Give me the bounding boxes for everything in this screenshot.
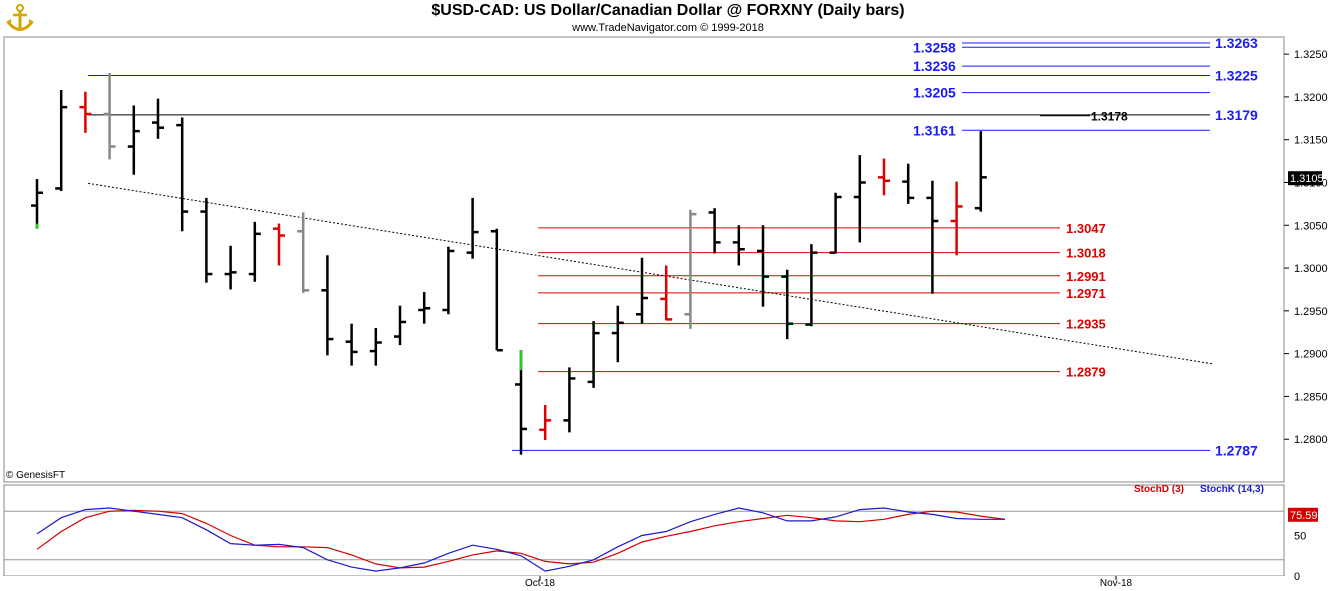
ohlc-bar	[781, 269, 794, 340]
ohlc-bar	[297, 212, 310, 293]
ohlc-bar	[805, 244, 818, 327]
date-axis-strip	[0, 576, 1336, 591]
ohlc-bar	[708, 208, 721, 254]
ohlc-bar	[515, 350, 527, 455]
stochastic-panel: StochD (3) StochK (14,3)	[36, 484, 1264, 572]
ohlc-bar	[878, 158, 890, 196]
support-label: 1.2991	[1066, 269, 1106, 284]
x-tick-label: Oct-18	[525, 578, 555, 589]
inner-level-label: 1.3236	[913, 58, 956, 74]
resistance-label: 1.2787	[1215, 442, 1258, 458]
y-tick-label: 1.2900	[1294, 349, 1328, 361]
ohlc-bar	[636, 257, 648, 324]
last-price-label: 1.3105	[1290, 173, 1324, 185]
ohlc-bar	[611, 305, 624, 363]
chart-frame	[0, 36, 1336, 591]
x-tick-label: Nov-18	[1100, 578, 1133, 589]
inner-level-label: 1.3258	[913, 39, 956, 55]
inner-level-label: 1.3205	[913, 85, 956, 101]
y-tick-label: 1.3000	[1294, 263, 1328, 275]
price-panel-frame	[3, 36, 1285, 483]
ohlc-bar	[321, 255, 334, 356]
ohlc-bar	[563, 367, 576, 433]
ohlc-bar	[273, 223, 285, 266]
ohlc-bar	[224, 245, 237, 290]
y-tick-label: 1.2800	[1294, 434, 1328, 446]
support-label: 1.2935	[1066, 317, 1106, 332]
ohlc-bar	[200, 197, 213, 283]
trendline	[88, 182, 1214, 365]
ohlc-bar	[490, 228, 503, 352]
ohlc-bar	[926, 180, 939, 294]
ohlc-bar	[55, 90, 68, 192]
ohlc-bar	[829, 192, 842, 254]
stoch-last-value-label: 75.59	[1290, 510, 1318, 522]
ohlc-bar	[79, 91, 92, 133]
resistance-label: 1.3263	[1215, 35, 1258, 51]
y-tick-label: 1.3150	[1294, 135, 1328, 147]
support-label: 1.2879	[1066, 365, 1106, 380]
stoch-y-tick-label: 0	[1294, 571, 1300, 583]
ohlc-bar	[539, 404, 552, 441]
y-tick-label: 1.3200	[1294, 92, 1328, 104]
stoch-last-value-box	[1288, 507, 1318, 522]
ohlc-bar	[345, 323, 358, 366]
stoch-k-legend: StochK (14,3)	[1200, 484, 1264, 495]
support-label: 1.3018	[1066, 246, 1106, 261]
axes: 1.2800 1.2850 1.2900 1.2950 1.3000 1.3050 1.31…	[6, 49, 1328, 589]
ohlc-bar	[974, 131, 987, 212]
ohlc-bar	[31, 179, 43, 229]
ohlc-bar	[369, 327, 382, 366]
y-tick-label: 1.3250	[1294, 49, 1328, 61]
ohlc-bar	[103, 72, 116, 160]
ohlc-bar	[394, 305, 406, 346]
ohlc-bar	[587, 321, 600, 388]
price-levels: 1.3263 1.3225 1.3179 1.2787 1.3258 1.3236 1.32…	[88, 35, 1258, 458]
last-price-box	[1288, 171, 1322, 186]
y-tick-label: 1.2850	[1294, 391, 1328, 403]
ohlc-bar	[176, 117, 189, 232]
support-label: 1.3047	[1066, 221, 1106, 236]
inner-level-label: 1.3161	[913, 122, 956, 138]
y-tick-label: 1.2950	[1294, 306, 1328, 318]
ohlc-bar	[902, 163, 915, 204]
ohlc-bar	[732, 225, 745, 266]
resistance-label: 1.3225	[1215, 68, 1258, 84]
copyright-label: © GenesisFT	[6, 470, 65, 481]
resistance-label: 1.3179	[1215, 107, 1258, 123]
ohlc-bar	[684, 209, 697, 329]
ohlc-bar	[152, 98, 164, 139]
stoch-d-line	[36, 509, 1006, 569]
chart-subtitle: www.TradeNavigator.com © 1999-2018	[572, 22, 764, 34]
ohlc-bar	[466, 197, 479, 259]
ohlc-bar	[853, 155, 866, 243]
stoch-d-legend: StochD (3)	[1134, 484, 1184, 495]
stoch-panel-frame	[3, 484, 1285, 577]
chart-header: $USD-CAD: US Dollar/Canadian Dollar @ FO…	[0, 0, 1336, 37]
ohlc-bar	[757, 225, 769, 307]
support-label: 1.2971	[1066, 286, 1106, 301]
stoch-k-line	[36, 507, 1005, 572]
black-level-label: 1.3178	[1091, 110, 1128, 124]
ohlc-bar	[248, 221, 261, 282]
chart-title: $USD-CAD: US Dollar/Canadian Dollar @ FO…	[431, 2, 905, 19]
ohlc-bar	[442, 246, 455, 315]
ohlc-bar	[660, 265, 673, 321]
ohlc-bar	[950, 181, 963, 256]
y-tick-label: 1.3050	[1294, 220, 1328, 232]
price-bars	[31, 72, 987, 455]
ohlc-bar	[418, 292, 431, 324]
stoch-y-tick-label: 50	[1294, 531, 1306, 543]
ohlc-bar	[127, 105, 140, 175]
anchor-logo-icon	[4, 3, 36, 35]
